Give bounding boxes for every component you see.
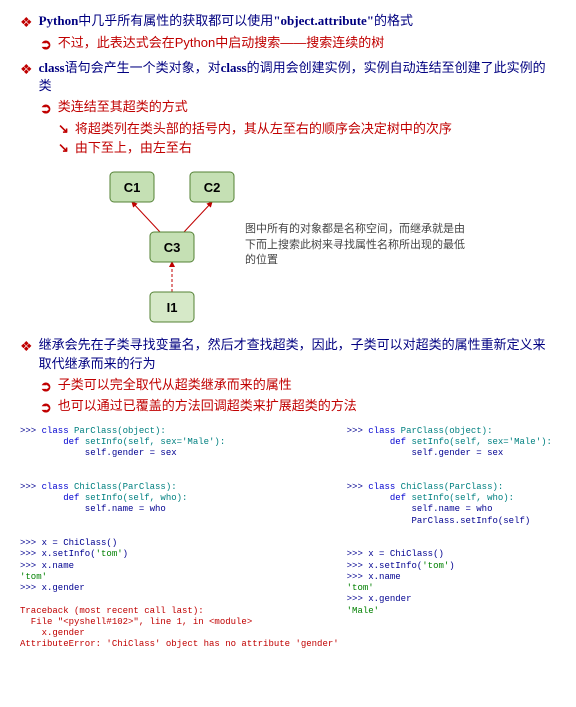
arrow-sw-icon: ↘	[58, 139, 69, 158]
inheritance-diagram: C1 C2 C3 I1	[90, 162, 260, 332]
sub-sub-bullet: ↘ 由下至上，由左至右	[58, 139, 556, 158]
bullet-1-text: Python中几乎所有属性的获取都可以使用"object.attribute"的…	[39, 12, 413, 32]
arrow-icon: ➲	[40, 376, 52, 396]
svg-text:I1: I1	[167, 300, 178, 315]
svg-text:C2: C2	[204, 180, 221, 195]
diamond-icon: ❖	[20, 336, 33, 374]
sub-bullet-text: 类连结至其超类的方式	[58, 98, 188, 118]
sub-sub-bullet: ↘ 将超类列在类头部的括号内，其从左至右的顺序会决定树中的次序	[58, 120, 556, 139]
arrow-icon: ➲	[40, 98, 52, 118]
diamond-icon: ❖	[20, 59, 33, 97]
sub-bullet: ➲ 也可以通过已覆盖的方法回调超类来扩展超类的方法	[40, 397, 556, 417]
bullet-python-attr: ❖ Python中几乎所有属性的获取都可以使用"object.attribute…	[20, 12, 556, 32]
sub-sub-text: 由下至上，由左至右	[75, 139, 192, 158]
sub-bullet: ➲ 子类可以完全取代从超类继承而来的属性	[40, 376, 556, 396]
sub-bullet-text: 子类可以完全取代从超类继承而来的属性	[58, 376, 292, 396]
bullet-3-text: 继承会先在子类寻找变量名，然后才查找超类，因此，子类可以对超类的属性重新定义来取…	[39, 336, 556, 374]
diagram-caption: 图中所有的对象都是名称空间，而继承就是由下而上搜索此树来寻找属性名称所出现的最低…	[245, 222, 465, 268]
bullet-class: ❖ class语句会产生一个类对象，对class的调用会创建实例，实例自动连结至…	[20, 59, 556, 97]
sub-bullet-text: 不过，此表达式会在Python中启动搜索——搜索连续的树	[58, 34, 384, 54]
arrow-icon: ➲	[40, 397, 52, 417]
arrow-icon: ➲	[40, 34, 52, 54]
sub-bullet-text: 也可以通过已覆盖的方法回调超类来扩展超类的方法	[58, 397, 357, 417]
svg-text:C1: C1	[124, 180, 141, 195]
sub-bullet: ➲ 类连结至其超类的方式	[40, 98, 556, 118]
sub-bullet: ➲ 不过，此表达式会在Python中启动搜索——搜索连续的树	[40, 34, 556, 54]
svg-text:C3: C3	[164, 240, 181, 255]
code-left: >>> class ParClass(object): def setInfo(…	[20, 426, 339, 651]
arrow-sw-icon: ↘	[58, 120, 69, 139]
code-right: >>> class ParClass(object): def setInfo(…	[347, 426, 556, 651]
inheritance-diagram-wrap: C1 C2 C3 I1 图中所有的对象都是名称空间，而继承就是由下而上搜索此树来寻找属…	[20, 162, 556, 332]
code-columns: >>> class ParClass(object): def setInfo(…	[20, 426, 556, 651]
sub-sub-text: 将超类列在类头部的括号内，其从左至右的顺序会决定树中的次序	[75, 120, 452, 139]
diamond-icon: ❖	[20, 12, 33, 32]
bullet-inherit: ❖ 继承会先在子类寻找变量名，然后才查找超类，因此，子类可以对超类的属性重新定义…	[20, 336, 556, 374]
bullet-2-text: class语句会产生一个类对象，对class的调用会创建实例，实例自动连结至创建…	[39, 59, 556, 97]
